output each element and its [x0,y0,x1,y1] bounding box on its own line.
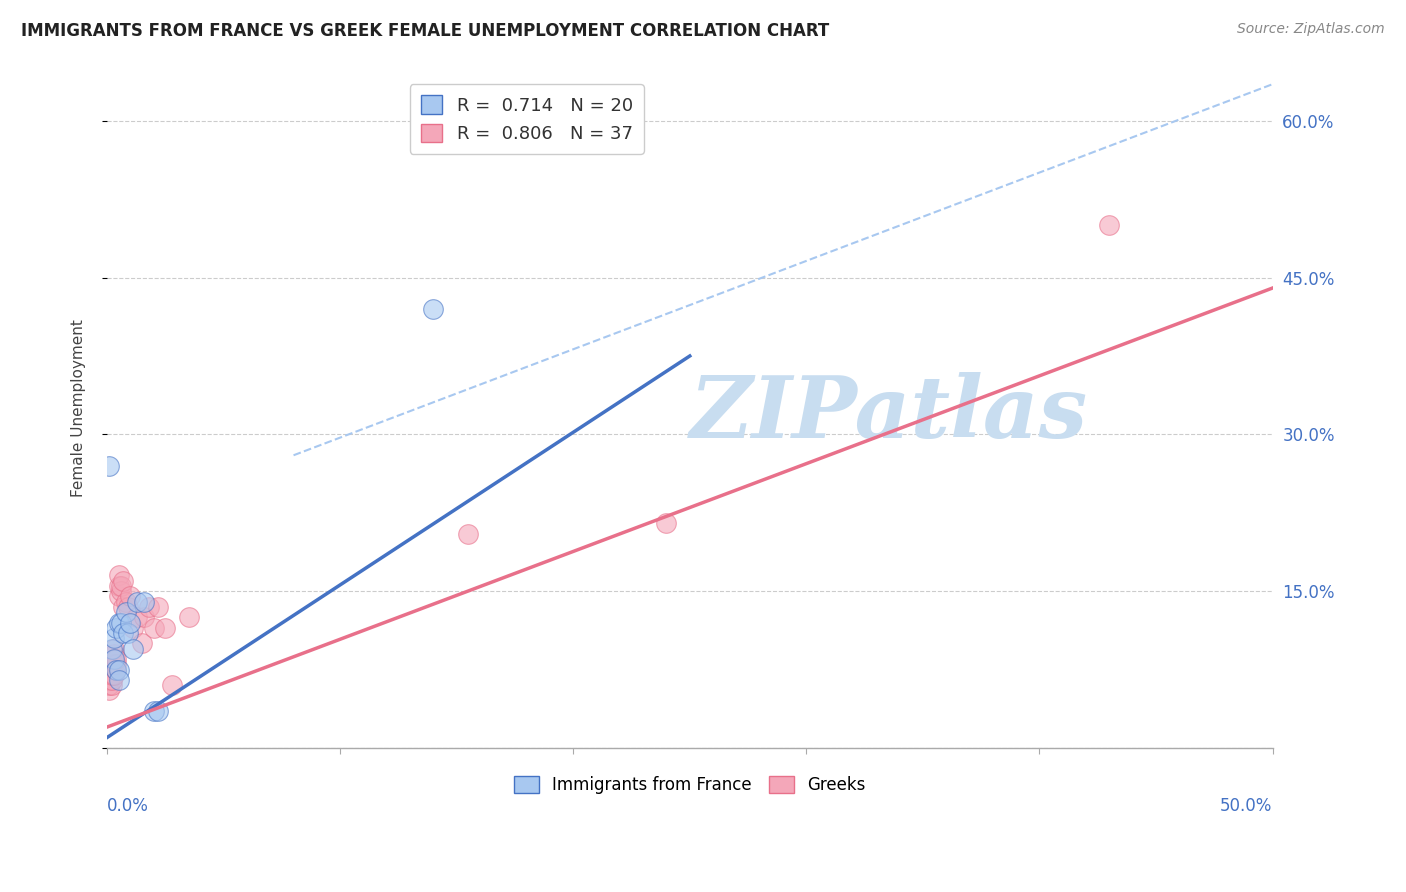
Point [105,621,128,635]
Point [655,516,678,531]
Point [134,610,156,624]
Point [148,704,170,718]
Text: 0.0%: 0.0% [107,797,149,814]
Point [103,657,125,672]
Point [103,647,125,661]
Point [121,641,143,656]
Point [103,641,125,656]
Point [134,594,156,608]
Text: 50.0%: 50.0% [1220,797,1272,814]
Point [107,663,129,677]
Point [105,663,128,677]
Point [177,610,200,624]
Point [98,458,121,473]
Point [138,599,160,614]
Point [100,657,122,672]
Point [105,657,128,672]
Point [110,615,132,630]
Point [98,673,121,687]
Point [120,615,142,630]
Point [114,594,136,608]
Point [142,704,165,718]
Point [114,605,136,619]
Text: ZIPatlas: ZIPatlas [690,372,1088,455]
Point [107,568,129,582]
Point [131,636,153,650]
Point [107,590,129,604]
Point [98,683,121,698]
Point [162,678,184,692]
Point [100,641,122,656]
Point [457,526,479,541]
Point [105,663,128,677]
Legend: Immigrants from France, Greeks: Immigrants from France, Greeks [508,769,872,801]
Point [142,621,165,635]
Point [103,667,125,681]
Point [107,673,129,687]
Point [107,615,129,630]
Point [148,599,170,614]
Point [98,678,121,692]
Point [112,574,135,588]
Point [100,673,122,687]
Point [112,626,135,640]
Point [127,610,149,624]
Point [100,667,122,681]
Point [103,631,125,645]
Point [107,579,129,593]
Point [110,579,132,593]
Text: Source: ZipAtlas.com: Source: ZipAtlas.com [1237,22,1385,37]
Point [112,599,135,614]
Point [422,301,444,316]
Point [127,594,149,608]
Point [120,590,142,604]
Point [1098,219,1121,233]
Text: IMMIGRANTS FROM FRANCE VS GREEK FEMALE UNEMPLOYMENT CORRELATION CHART: IMMIGRANTS FROM FRANCE VS GREEK FEMALE U… [21,22,830,40]
Y-axis label: Female Unemployment: Female Unemployment [72,319,86,497]
Point [121,621,143,635]
Point [155,621,177,635]
Point [117,626,139,640]
Point [103,652,125,666]
Point [100,678,122,692]
Point [117,599,139,614]
Point [105,652,128,666]
Point [110,584,132,599]
